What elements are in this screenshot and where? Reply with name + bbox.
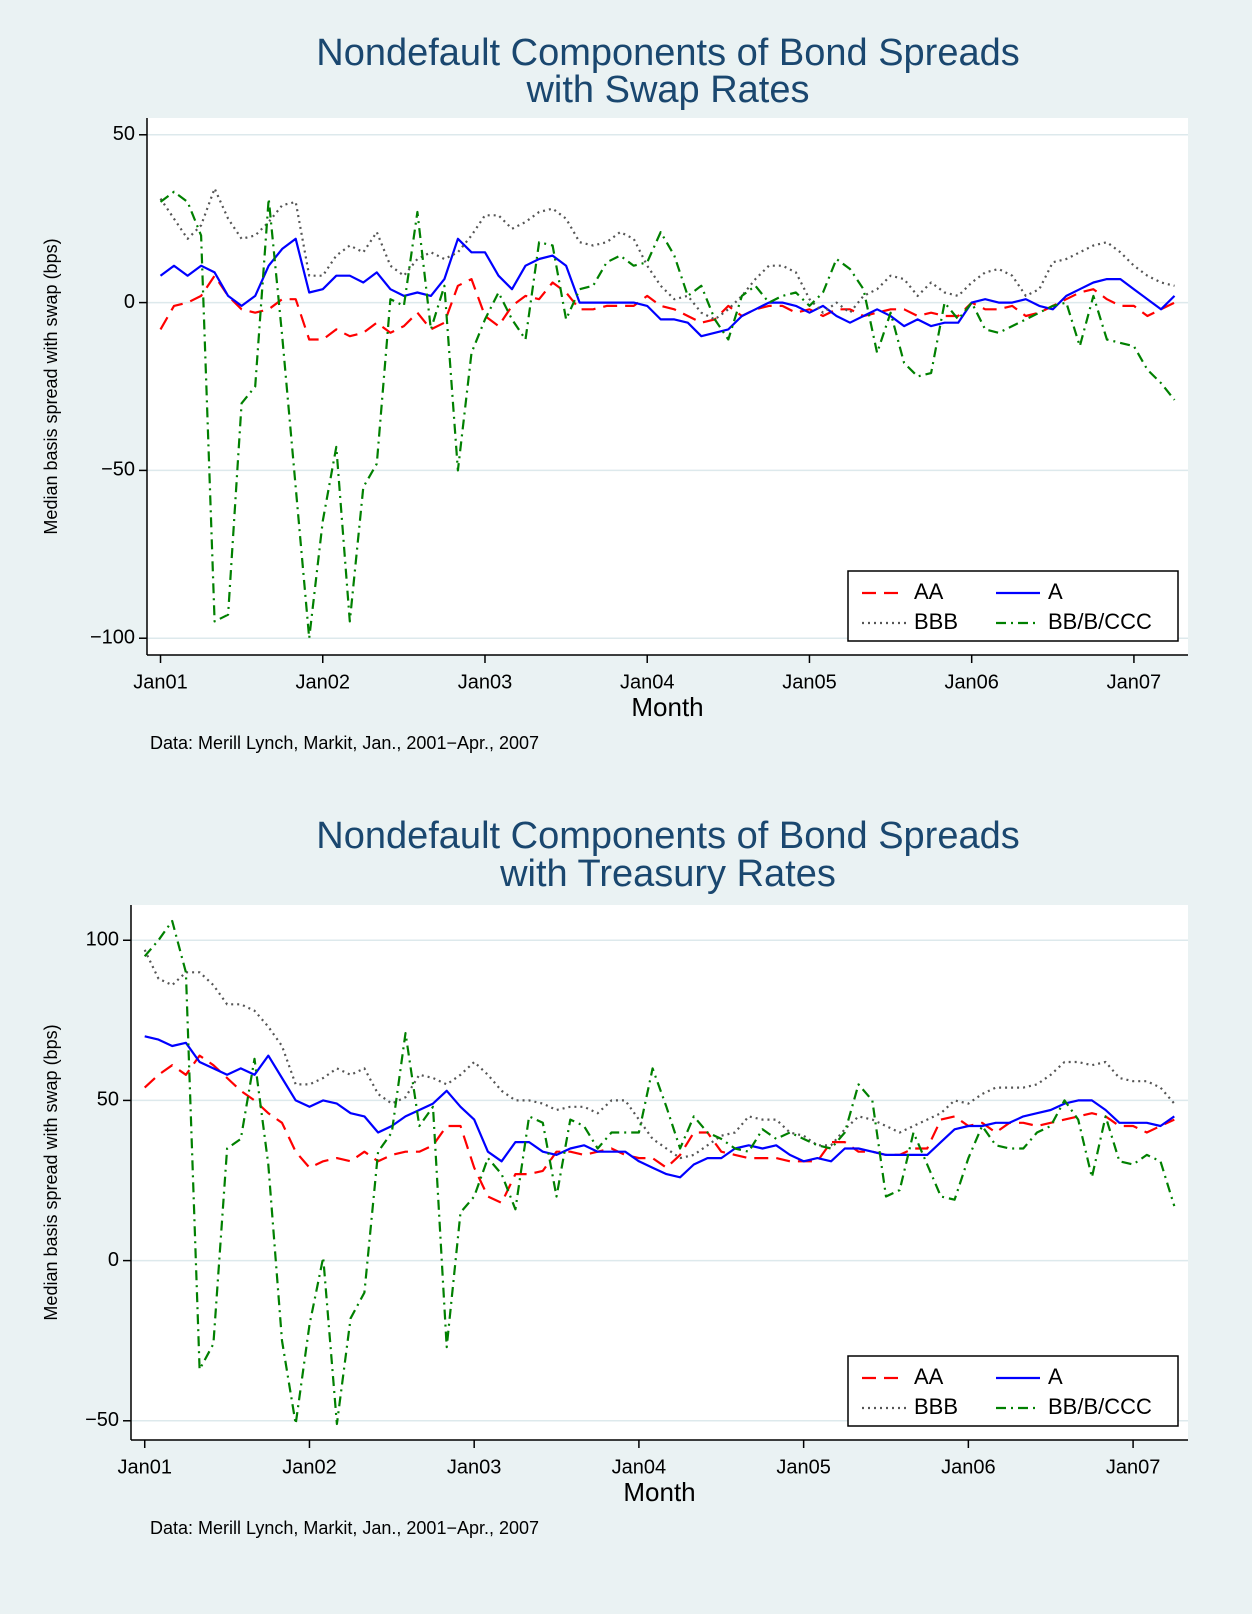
x-tick-label: Jan05 bbox=[782, 671, 837, 693]
legend-label: BB/B/CCC bbox=[1048, 1394, 1152, 1419]
legend-box bbox=[847, 1355, 1179, 1427]
source-note: Data: Merill Lynch, Markit, Jan., 2001−A… bbox=[150, 733, 539, 753]
x-tick-label: Jan05 bbox=[776, 1456, 831, 1478]
legend-label: BB/B/CCC bbox=[1048, 609, 1152, 634]
legend-label: BBB bbox=[914, 1394, 958, 1419]
y-axis-title: Median basis spread with swap (bps) bbox=[41, 238, 61, 534]
plot-area bbox=[147, 118, 1188, 655]
y-tick-label: 0 bbox=[124, 291, 135, 313]
x-axis-title: Month bbox=[631, 692, 703, 722]
y-tick-label: 0 bbox=[108, 1249, 119, 1271]
x-tick-label: Jan04 bbox=[612, 1456, 667, 1478]
x-tick-label: Jan02 bbox=[296, 671, 351, 693]
y-tick-label: −100 bbox=[90, 627, 135, 649]
plot-area bbox=[131, 905, 1188, 1440]
series-line bbox=[159, 274, 1175, 341]
series-line bbox=[159, 190, 1176, 640]
series-line bbox=[143, 919, 1176, 1426]
source-note: Data: Merill Lynch, Markit, Jan., 2001−A… bbox=[150, 1518, 539, 1538]
legend-label: A bbox=[1048, 1364, 1063, 1389]
legend-label: BBB bbox=[914, 609, 958, 634]
x-tick-label: Jan04 bbox=[620, 671, 675, 693]
chart-title: Nondefault Components of Bond Spreads bbox=[316, 815, 1019, 857]
x-tick-label: Jan02 bbox=[282, 1456, 337, 1478]
legend-box bbox=[847, 570, 1179, 642]
y-tick-label: −50 bbox=[85, 1409, 119, 1431]
x-tick-label: Jan03 bbox=[458, 671, 513, 693]
series-line bbox=[159, 237, 1176, 338]
chart-title: Nondefault Components of Bond Spreads bbox=[316, 32, 1019, 74]
legend-label: AA bbox=[914, 579, 944, 604]
y-tick-label: −50 bbox=[101, 459, 135, 481]
x-tick-label: Jan07 bbox=[1107, 671, 1162, 693]
y-tick-label: 50 bbox=[97, 1089, 119, 1111]
x-tick-label: Jan06 bbox=[944, 671, 999, 693]
series-line bbox=[144, 1035, 1175, 1179]
legend-label: A bbox=[1048, 579, 1063, 604]
y-tick-label: 50 bbox=[113, 123, 135, 145]
x-tick-label: Jan03 bbox=[447, 1456, 502, 1478]
x-tick-label: Jan06 bbox=[941, 1456, 996, 1478]
series-line bbox=[143, 1054, 1175, 1204]
y-axis-title: Median basis spread with swap (bps) bbox=[41, 1024, 61, 1320]
legend-label: AA bbox=[914, 1364, 944, 1389]
chart-title: with Swap Rates bbox=[525, 69, 809, 111]
y-tick-label: 100 bbox=[86, 929, 119, 951]
x-axis-title: Month bbox=[623, 1477, 695, 1507]
x-tick-label: Jan07 bbox=[1106, 1456, 1161, 1478]
chart-title: with Treasury Rates bbox=[499, 853, 836, 895]
x-tick-label: Jan01 bbox=[117, 1456, 172, 1478]
x-tick-label: Jan01 bbox=[133, 671, 188, 693]
